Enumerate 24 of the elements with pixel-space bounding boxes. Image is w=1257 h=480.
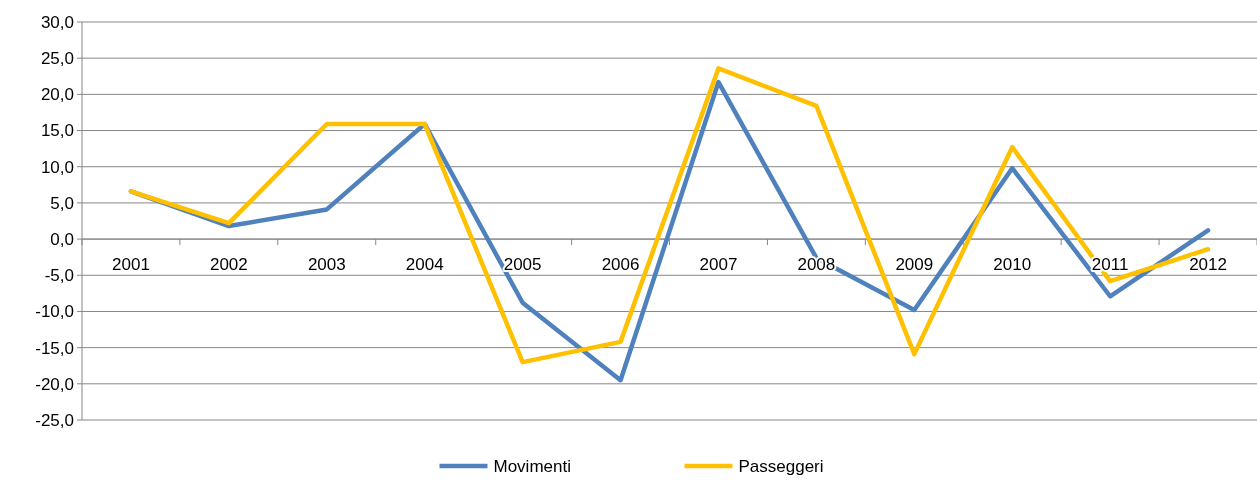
y-tick-label: 15,0 (40, 121, 74, 141)
x-tick-label: 2009 (895, 255, 934, 275)
x-tick-label: 2001 (112, 255, 150, 275)
x-tick-label: 2010 (993, 255, 1032, 275)
y-tick-label: 25,0 (40, 49, 74, 69)
y-tick-label: -20,0 (35, 374, 74, 394)
x-tick-label: 2005 (503, 255, 542, 275)
y-tick-label: -10,0 (35, 302, 74, 322)
y-tick-label: 0,0 (50, 230, 74, 250)
y-tick-label: 30,0 (40, 12, 74, 32)
x-tick-label: 2004 (405, 255, 444, 275)
legend-label: Movimenti (493, 456, 571, 476)
y-tick-label: 20,0 (40, 85, 74, 105)
legend-label: Passeggeri (738, 456, 824, 476)
y-tick-label: -25,0 (35, 410, 74, 430)
y-tick-label: 10,0 (40, 157, 74, 177)
x-tick-label: 2003 (307, 255, 346, 275)
x-tick-label: 2006 (601, 255, 640, 275)
x-tick-label: 2002 (209, 255, 248, 275)
y-tick-label: -5,0 (44, 266, 74, 286)
x-tick-label: 2007 (699, 255, 738, 275)
y-tick-label: 5,0 (50, 193, 74, 213)
x-tick-label: 2012 (1189, 255, 1227, 275)
y-tick-label: -15,0 (35, 338, 74, 358)
